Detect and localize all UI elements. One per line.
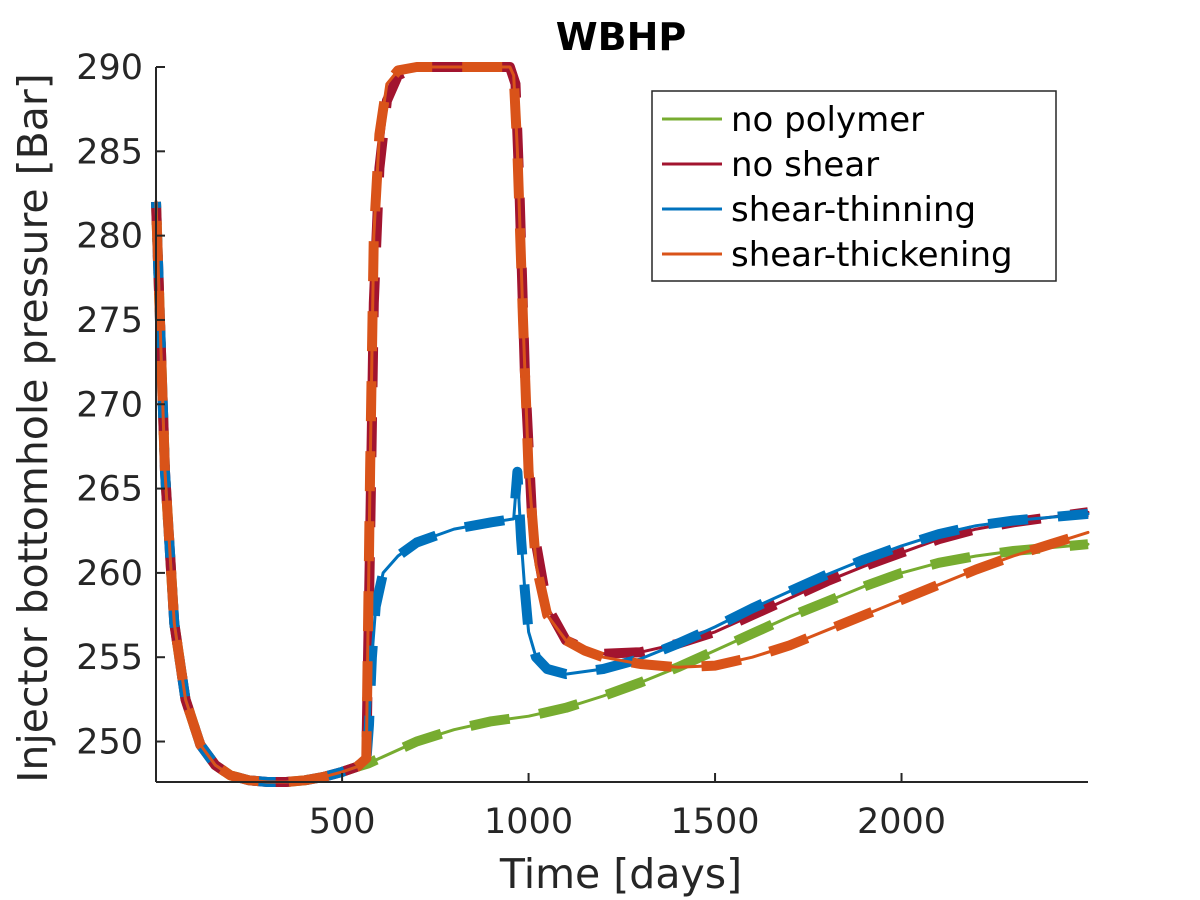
series-dash-shear-thinning	[151, 201, 1089, 787]
y-ticks: 250 255 260 265 270 275 280 285 290	[76, 48, 165, 763]
y-tick-label: 260	[76, 554, 143, 594]
y-tick-label: 250	[76, 723, 143, 763]
x-tick-label: 1000	[484, 802, 573, 842]
legend-label: shear-thinning	[731, 190, 976, 230]
x-axis-label: Time [days]	[499, 850, 742, 898]
series-dash-shear-thickening	[151, 62, 1090, 787]
chart-title: WBHP	[556, 15, 687, 59]
axes	[155, 67, 1088, 783]
y-tick-label: 285	[76, 132, 143, 172]
legend-box	[651, 90, 1057, 282]
y-tick-label: 280	[76, 217, 143, 257]
series-dash-no-polymer	[151, 201, 1089, 787]
x-tick-label: 1500	[671, 802, 760, 842]
series-line-no-polymer	[154, 200, 1090, 784]
y-tick-label: 265	[76, 470, 143, 510]
series-dash-no-shear	[151, 62, 1089, 787]
legend-label: shear-thickening	[731, 235, 1013, 275]
legend: no polymer no shear shear-thinning shear-th…	[651, 90, 1057, 282]
y-tick-label: 290	[76, 48, 143, 88]
plot-lines	[151, 62, 1090, 787]
legend-label: no polymer	[731, 100, 924, 140]
series-line-shear-thinning	[154, 200, 1090, 784]
x-tick-label: 2000	[857, 802, 946, 842]
y-tick-label: 255	[76, 638, 143, 678]
legend-label: no shear	[731, 145, 879, 185]
y-tick-label: 275	[76, 301, 143, 341]
x-tick-label: 500	[309, 802, 376, 842]
y-axis-label: Injector bottomhole pressure [Bar]	[9, 73, 57, 783]
y-tick-label: 270	[76, 385, 143, 425]
x-ticks: 500 1000 1500 2000	[309, 773, 946, 842]
